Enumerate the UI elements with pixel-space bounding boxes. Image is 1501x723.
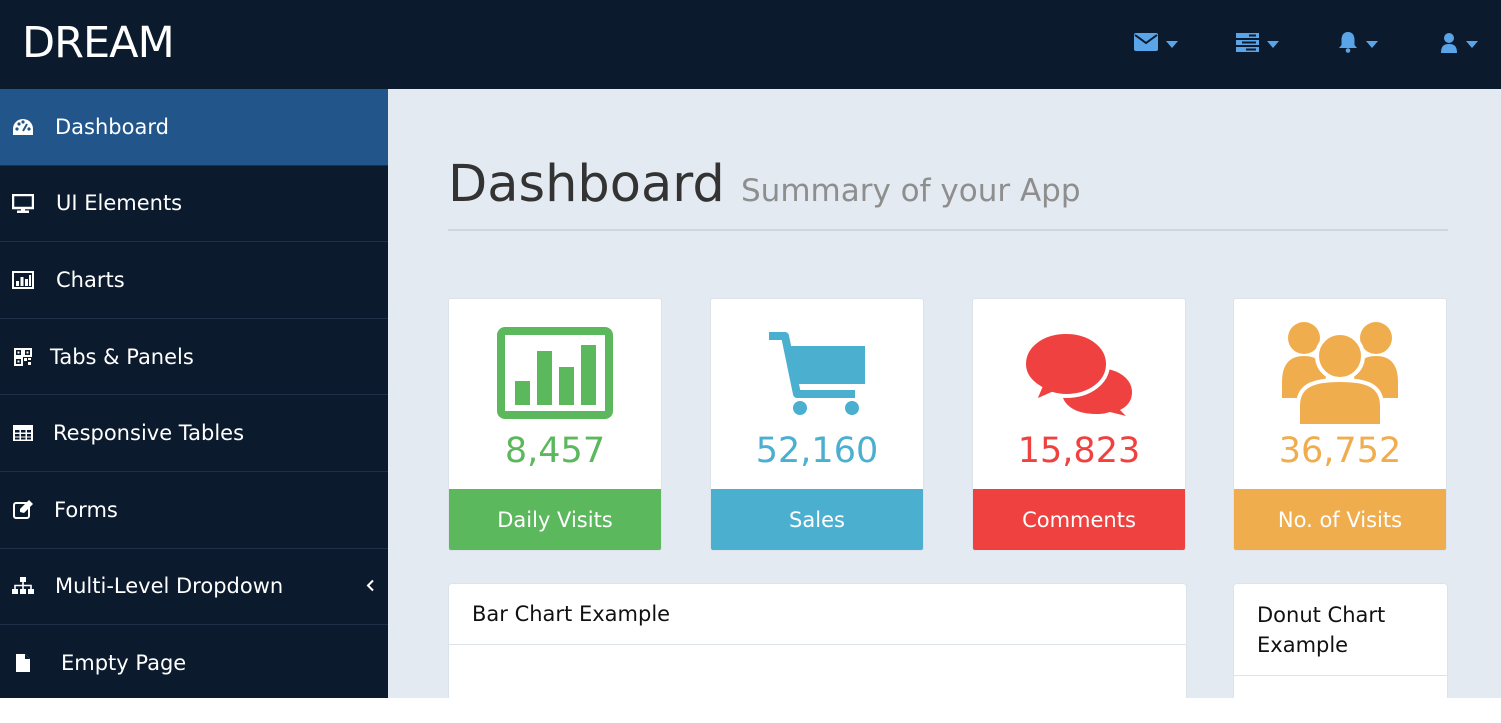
sidebar-item-label: Responsive Tables — [53, 421, 245, 446]
top-navbar: DREAM — [0, 0, 1501, 89]
sidebar-item-label: Empty Page — [61, 651, 187, 676]
desktop-icon — [12, 193, 34, 213]
file-icon — [12, 653, 34, 673]
tasks-icon — [1236, 32, 1259, 56]
tasks-dropdown[interactable] — [1236, 30, 1279, 58]
panel-title: Bar Chart Example — [449, 584, 1186, 645]
sidebar-item-dashboard[interactable]: Dashboard — [0, 89, 388, 166]
brand-logo[interactable]: DREAM — [22, 18, 175, 68]
stat-value: 8,457 — [504, 431, 606, 471]
donut-chart-panel: Donut Chart Example — [1233, 583, 1448, 713]
user-dropdown[interactable] — [1440, 30, 1478, 58]
sidebar-item-label: Tabs & Panels — [50, 344, 194, 369]
sidebar-item-label: Charts — [56, 267, 125, 292]
page-title: Dashboard — [448, 155, 725, 214]
stat-card-comments: 15,823 Comments — [972, 298, 1186, 551]
panel-title: Donut Chart Example — [1234, 584, 1447, 676]
stat-value: 36,752 — [1278, 431, 1402, 471]
shopping-cart-icon — [711, 325, 923, 420]
chevron-down-icon — [1366, 40, 1378, 48]
bar-chart-panel: Bar Chart Example — [448, 583, 1187, 713]
bar-chart-icon — [12, 270, 34, 290]
stat-label: Comments — [973, 489, 1185, 550]
sidebar-item-empty-page[interactable]: Empty Page — [0, 625, 388, 702]
sidebar-item-ui-elements[interactable]: UI Elements — [0, 166, 388, 243]
stat-label: Daily Visits — [449, 489, 661, 550]
chevron-down-icon — [1466, 40, 1478, 48]
comments-icon — [973, 325, 1185, 420]
stat-card-sales: 52,160 Sales — [710, 298, 924, 551]
sidebar-item-forms[interactable]: Forms — [0, 472, 388, 549]
stat-value: 52,160 — [755, 431, 879, 471]
users-icon — [1234, 321, 1446, 426]
stat-value: 15,823 — [1017, 431, 1141, 471]
main-content: Dashboard Summary of your App 8,457 Dail… — [388, 89, 1501, 713]
stat-label: No. of Visits — [1234, 489, 1446, 550]
chevron-down-icon — [1267, 40, 1279, 48]
alerts-dropdown[interactable] — [1338, 30, 1378, 58]
sidebar-item-multi-level-dropdown[interactable]: Multi-Level Dropdown — [0, 549, 388, 626]
qrcode-icon — [12, 347, 34, 367]
bell-icon — [1338, 31, 1358, 57]
sidebar-item-charts[interactable]: Charts — [0, 242, 388, 319]
sidebar-item-tabs-panels[interactable]: Tabs & Panels — [0, 319, 388, 396]
messages-dropdown[interactable] — [1134, 30, 1178, 58]
chevron-down-icon — [1166, 40, 1178, 48]
sidebar-item-responsive-tables[interactable]: Responsive Tables — [0, 395, 388, 472]
dashboard-icon — [12, 117, 34, 137]
table-icon — [12, 423, 34, 443]
sitemap-icon — [12, 576, 34, 596]
user-icon — [1440, 32, 1458, 57]
stat-card-no-of-visits: 36,752 No. of Visits — [1233, 298, 1447, 551]
sidebar-item-label: Forms — [54, 497, 118, 522]
bar-chart-icon — [449, 325, 661, 420]
page-header: Dashboard Summary of your App — [448, 155, 1448, 231]
page-subtitle: Summary of your App — [741, 173, 1081, 209]
chevron-left-icon — [366, 577, 374, 596]
stat-label: Sales — [711, 489, 923, 550]
stat-card-daily-visits: 8,457 Daily Visits — [448, 298, 662, 551]
envelope-icon — [1134, 33, 1158, 55]
sidebar-item-label: Multi-Level Dropdown — [55, 574, 284, 599]
bottom-edge — [0, 698, 1501, 723]
sidebar-item-label: UI Elements — [56, 191, 183, 216]
sidebar-item-label: Dashboard — [55, 114, 169, 139]
edit-icon — [12, 500, 34, 520]
sidebar: Dashboard UI Elements Charts Tabs & Pane… — [0, 89, 388, 698]
